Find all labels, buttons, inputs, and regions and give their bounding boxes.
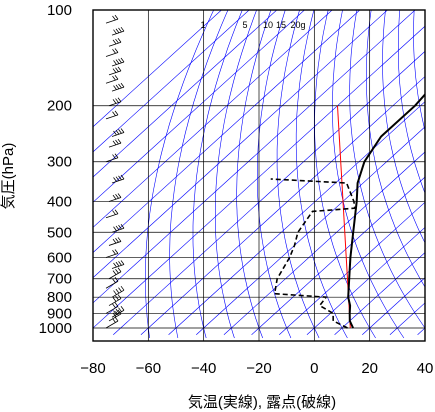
x-tick-label: −60 — [136, 360, 161, 377]
isotherm-line — [306, 226, 425, 335]
dewpoint-line — [270, 178, 356, 329]
sounding-series — [270, 92, 425, 329]
adiabat-line — [397, 10, 425, 195]
y-tick-label: 300 — [47, 154, 72, 171]
wind-barb — [111, 57, 125, 67]
isotherm-line — [93, 10, 250, 153]
isotherm-line — [93, 10, 305, 203]
wind-barb — [111, 285, 125, 298]
wind-barb — [111, 305, 125, 318]
y-axis-label: 気圧(hPa) — [0, 143, 17, 210]
isotherm-line — [223, 151, 425, 335]
adiabat-line — [332, 10, 405, 339]
wind-barb — [105, 302, 119, 314]
wind-barb — [111, 128, 125, 137]
isotherm-line — [168, 101, 425, 335]
y-tick-label: 900 — [47, 305, 72, 322]
x-tick-label: 40 — [417, 360, 434, 377]
isotherm-line — [93, 10, 222, 128]
wind-barb — [108, 97, 122, 107]
wind-barb — [108, 138, 122, 148]
adiabat-line — [413, 10, 425, 133]
wind-barb — [111, 224, 125, 233]
adiabat-line — [192, 10, 243, 339]
wind-barb — [108, 66, 122, 76]
adiabat-line — [236, 10, 272, 339]
x-axis-ticks: −80 −60 −40 −20 0 20 40 — [80, 360, 433, 377]
adiabat-line — [314, 10, 376, 339]
y-tick-label: 1000 — [39, 320, 72, 337]
y-tick-label: 100 — [47, 2, 72, 19]
wind-barb — [109, 10, 111, 11]
isotherm-line — [417, 327, 425, 335]
adiabat-line — [349, 10, 425, 329]
wind-barb — [105, 48, 119, 57]
mixing-ratio-label: 20g — [290, 20, 305, 30]
wind-barb — [111, 26, 125, 36]
wind-barb — [111, 82, 125, 92]
wind-barb — [108, 237, 122, 246]
isotherm-line — [279, 201, 425, 335]
grid-lines — [92, 9, 426, 341]
y-tick-label: 400 — [47, 193, 72, 210]
adiabat-line — [145, 10, 214, 339]
x-tick-label: −20 — [246, 360, 271, 377]
isotherm-line — [93, 10, 278, 178]
isotherm-line — [140, 76, 425, 335]
wind-barb — [105, 209, 119, 219]
y-tick-label: 700 — [47, 271, 72, 288]
isotherm-line — [93, 10, 361, 253]
wind-barb — [105, 14, 119, 24]
isotherm-line — [93, 10, 388, 279]
adiabat-line — [428, 10, 435, 338]
adiabat-line — [256, 10, 292, 339]
x-tick-label: −40 — [191, 360, 216, 377]
wind-barb — [105, 110, 119, 120]
wind-barb — [108, 37, 122, 47]
wind-barb — [108, 193, 122, 202]
x-tick-label: 0 — [310, 360, 318, 377]
x-tick-label: 20 — [361, 360, 378, 377]
plot-frame — [92, 9, 426, 342]
isotherm-line — [362, 277, 425, 335]
wind-barb — [105, 277, 119, 289]
isotherm-line — [196, 126, 425, 335]
adiabat-line — [366, 10, 425, 288]
wind-barb — [111, 260, 125, 269]
y-tick-label: 600 — [47, 249, 72, 266]
wind-barb — [105, 153, 119, 163]
x-axis-label: 気温(実線), 露点(破線) — [188, 394, 336, 411]
adiabat-line — [295, 10, 348, 339]
isotherm-line — [251, 176, 425, 335]
temperature-line — [347, 92, 425, 329]
wind-barb — [108, 267, 122, 280]
mixing-ratio-label: 10 — [263, 20, 273, 30]
mixing-ratio-label: 1 — [200, 20, 205, 30]
isotherm-line — [113, 50, 425, 335]
mixing-ratio-label: 15 — [276, 20, 286, 30]
skew-isotherm-adiabat-lines — [93, 10, 435, 339]
mixing-ratio-label: 5 — [242, 20, 247, 30]
x-tick-label: −80 — [80, 360, 105, 377]
isotherm-line — [389, 302, 425, 335]
wind-barb — [108, 309, 122, 322]
adiabat-line — [382, 10, 425, 244]
adiabat-line — [215, 10, 257, 339]
isotherm-line — [334, 252, 425, 335]
wind-barb — [105, 316, 119, 329]
y-tick-label: 800 — [47, 289, 72, 306]
wind-barb — [105, 249, 119, 258]
wind-barb — [105, 75, 119, 84]
isotherm-line — [93, 10, 333, 228]
mixing-ratio-labels: 1 5 10 15 20g — [200, 20, 305, 30]
y-tick-label: 500 — [47, 224, 72, 241]
wind-barbs — [105, 10, 125, 329]
wind-barb — [108, 294, 122, 306]
wind-barb — [111, 174, 125, 184]
y-tick-label: 200 — [47, 98, 72, 115]
adiabat-line — [276, 10, 320, 339]
adiabat-line — [169, 10, 229, 339]
